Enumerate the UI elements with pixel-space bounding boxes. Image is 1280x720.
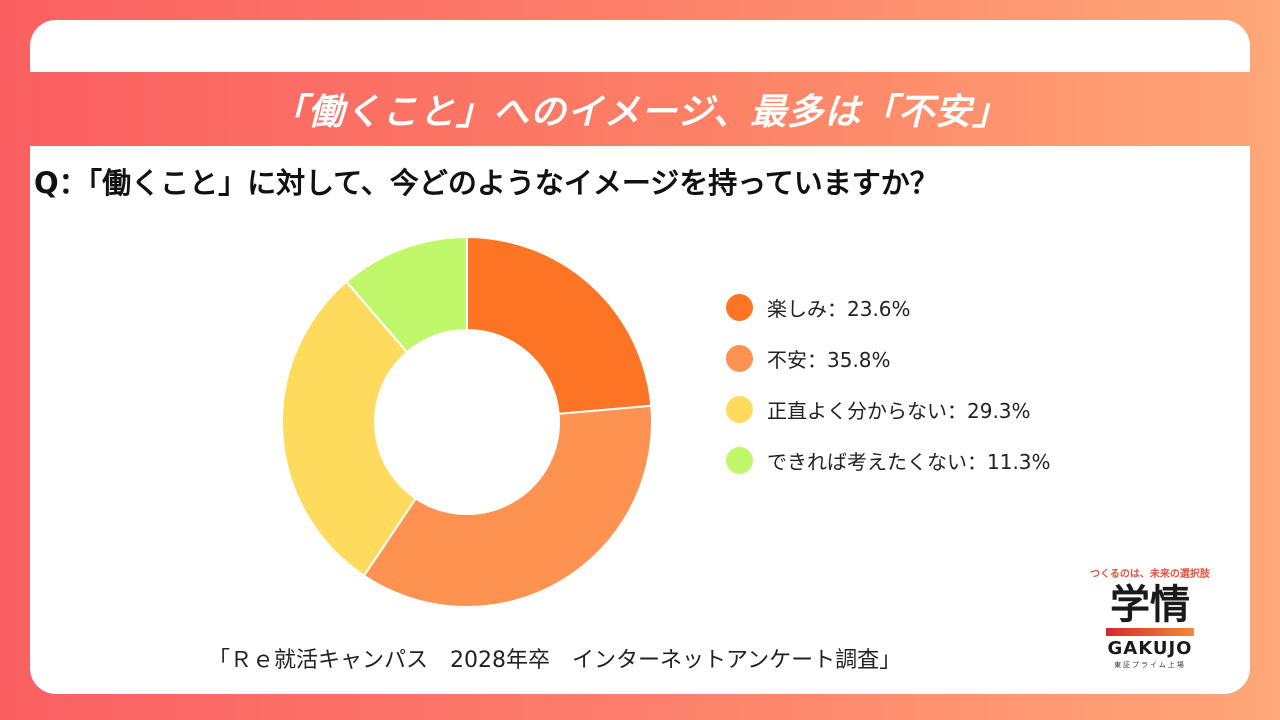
legend-label: 正直よく分からない：29.3% [767, 399, 1031, 423]
banner-title: 「働くこと」へのイメージ、最多は「不安」 [270, 92, 1010, 133]
gakujo-logo: つくるのは、未来の選択肢 学情 GAKUJO 東証プライム上場 [1085, 565, 1215, 690]
legend-swatch [726, 294, 753, 321]
source-note: 「Ｒｅ就活キャンパス 2028年卒 インターネットアンケート調査」 [208, 648, 902, 673]
legend-swatch [726, 447, 753, 474]
donut-chart [281, 235, 653, 608]
chart-legend: 楽しみ：23.6% 不安：35.8% 正直よく分からない：29.3% できれば考えたく… [726, 282, 1051, 486]
logo-bar [1106, 628, 1194, 636]
legend-item-1: 不安：35.8% [726, 333, 1051, 384]
legend-swatch [726, 396, 753, 423]
legend-label: 不安：35.8% [767, 348, 891, 372]
logo-mark: 学情 [1110, 582, 1190, 628]
legend-label: 楽しみ：23.6% [767, 297, 911, 321]
legend-item-3: できれば考えたくない：11.3% [726, 435, 1051, 486]
legend-swatch [726, 345, 753, 372]
legend-item-0: 楽しみ：23.6% [726, 282, 1051, 333]
logo-tagline: つくるのは、未来の選択肢 [1090, 569, 1210, 580]
logo-name: GAKUJO [1107, 638, 1193, 659]
donut-slice-3 [345, 235, 468, 354]
donut-slice-2 [281, 280, 418, 578]
title-banner: 「働くこと」へのイメージ、最多は「不安」 [30, 72, 1250, 146]
survey-question: Q：「働くこと」に対して、今どのようなイメージを持っていますか？ [34, 166, 939, 200]
logo-sub: 東証プライム上場 [1114, 661, 1186, 669]
content-card: 「働くこと」へのイメージ、最多は「不安」 Q：「働くこと」に対して、今どのような… [30, 20, 1250, 694]
donut-slice-0 [466, 235, 653, 416]
donut-slice-1 [362, 404, 653, 608]
legend-item-2: 正直よく分からない：29.3% [726, 384, 1051, 435]
legend-label: できれば考えたくない：11.3% [767, 450, 1051, 474]
